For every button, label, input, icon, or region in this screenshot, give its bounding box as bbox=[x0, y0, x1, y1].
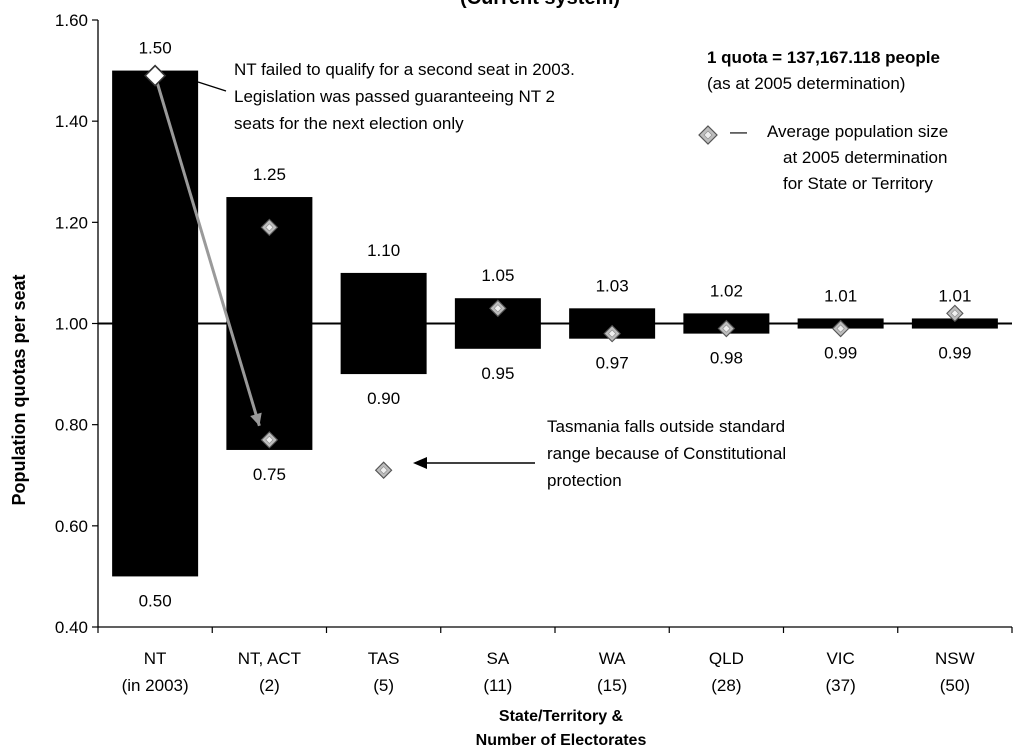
y-tick-label: 1.00 bbox=[55, 315, 88, 334]
nt-shift-arrow-head-icon bbox=[250, 412, 262, 426]
legend-marker-icon bbox=[698, 125, 718, 145]
tas-note-line-2: range because of Constitutional bbox=[547, 444, 786, 463]
tas-note: Tasmania falls outside standard range be… bbox=[413, 417, 786, 490]
category-sublabel: (in 2003) bbox=[122, 676, 189, 695]
nt-shift-arrow-line bbox=[153, 75, 261, 427]
bar-low-label: 0.99 bbox=[938, 344, 971, 363]
tas-note-line-1: Tasmania falls outside standard bbox=[547, 417, 785, 436]
nt-note-leader-line bbox=[197, 81, 227, 92]
category-label: QLD bbox=[709, 649, 744, 668]
category-label: SA bbox=[487, 649, 510, 668]
average-marker-icon bbox=[374, 461, 393, 479]
bar-low-label: 0.95 bbox=[481, 364, 514, 383]
y-tick-label: 1.60 bbox=[55, 11, 88, 30]
data-labels: 1.50 0.50 NT (in 2003) 1.25 0.75 NT, ACT (2) 1.1… bbox=[122, 39, 975, 695]
y-tick-label: 0.60 bbox=[55, 517, 88, 536]
average-markers bbox=[143, 64, 964, 479]
bar-high-label: 1.02 bbox=[710, 281, 743, 300]
legend-line-2: at 2005 determination bbox=[783, 148, 947, 167]
average-marker-icon bbox=[717, 319, 736, 338]
category-sublabel: (50) bbox=[940, 676, 970, 695]
category-sublabel: (37) bbox=[826, 676, 856, 695]
bar-low-label: 0.50 bbox=[139, 591, 172, 610]
y-tick-label: 1.20 bbox=[55, 213, 88, 232]
legend: — Average population size at 2005 determ… bbox=[698, 122, 948, 193]
average-marker-icon bbox=[260, 218, 279, 237]
y-tick-label: 1.40 bbox=[55, 112, 88, 131]
annotation-arrows bbox=[153, 75, 262, 427]
average-marker-icon bbox=[831, 319, 850, 338]
legend-line-3: for State or Territory bbox=[783, 174, 933, 193]
average-marker-icon bbox=[260, 431, 279, 449]
bar-high-label: 1.01 bbox=[824, 286, 857, 305]
category-sublabel: (5) bbox=[373, 676, 394, 695]
bar-high-label: 1.03 bbox=[596, 276, 629, 295]
nt-note-line-3: seats for the next election only bbox=[234, 114, 464, 133]
nt-note-line-1: NT failed to qualify for a second seat i… bbox=[234, 60, 575, 79]
bar-low-label: 0.75 bbox=[253, 465, 286, 484]
quota-note: 1 quota = 137,167.118 people bbox=[707, 48, 940, 67]
tas-note-line-3: protection bbox=[547, 471, 622, 490]
bar-low-label: 0.98 bbox=[710, 349, 743, 368]
legend-dash: — bbox=[730, 122, 747, 141]
bar-high-label: 1.25 bbox=[253, 165, 286, 184]
category-label: NSW bbox=[935, 649, 975, 668]
bar-high-label: 1.50 bbox=[139, 39, 172, 58]
average-marker-icon bbox=[946, 304, 964, 323]
y-tick-label: 0.40 bbox=[55, 618, 88, 637]
y-axis-title: Population quotas per seat bbox=[9, 274, 29, 505]
legend-line-1: Average population size bbox=[767, 122, 948, 141]
category-sublabel: (11) bbox=[483, 676, 512, 695]
bar-high-label: 1.05 bbox=[481, 266, 514, 285]
category-label: NT, ACT bbox=[238, 649, 301, 668]
average-marker-icon bbox=[603, 324, 621, 343]
category-sublabel: (28) bbox=[711, 676, 741, 695]
category-label: VIC bbox=[826, 649, 854, 668]
bar-high-label: 1.10 bbox=[367, 241, 400, 260]
nt-note-line-2: Legislation was passed guaranteeing NT 2 bbox=[234, 87, 555, 106]
bar-low-label: 0.90 bbox=[367, 389, 400, 408]
x-axis-title-line-2: Number of Electorates bbox=[476, 732, 647, 749]
y-tick-label: 0.80 bbox=[55, 416, 88, 435]
category-sublabel: (2) bbox=[259, 676, 280, 695]
nt-note: NT failed to qualify for a second seat i… bbox=[197, 60, 575, 133]
bar-low-label: 0.97 bbox=[596, 354, 629, 373]
tas-note-arrow-head-icon bbox=[413, 457, 427, 469]
bar-low-label: 0.99 bbox=[824, 344, 857, 363]
category-label: WA bbox=[599, 649, 626, 668]
x-axis-title-line-1: State/Territory & bbox=[499, 708, 624, 725]
bar-high-label: 1.01 bbox=[938, 286, 971, 305]
category-label: NT bbox=[144, 649, 167, 668]
category-label: TAS bbox=[368, 649, 400, 668]
chart-title: (Current system) bbox=[460, 0, 620, 9]
quota-note-sub: (as at 2005 determination) bbox=[707, 74, 905, 93]
average-marker-icon bbox=[143, 64, 167, 87]
axes: 0.40 0.60 0.80 1.00 1.20 1.40 1.60 bbox=[55, 11, 1013, 637]
average-marker-icon bbox=[489, 299, 507, 318]
category-sublabel: (15) bbox=[597, 676, 627, 695]
